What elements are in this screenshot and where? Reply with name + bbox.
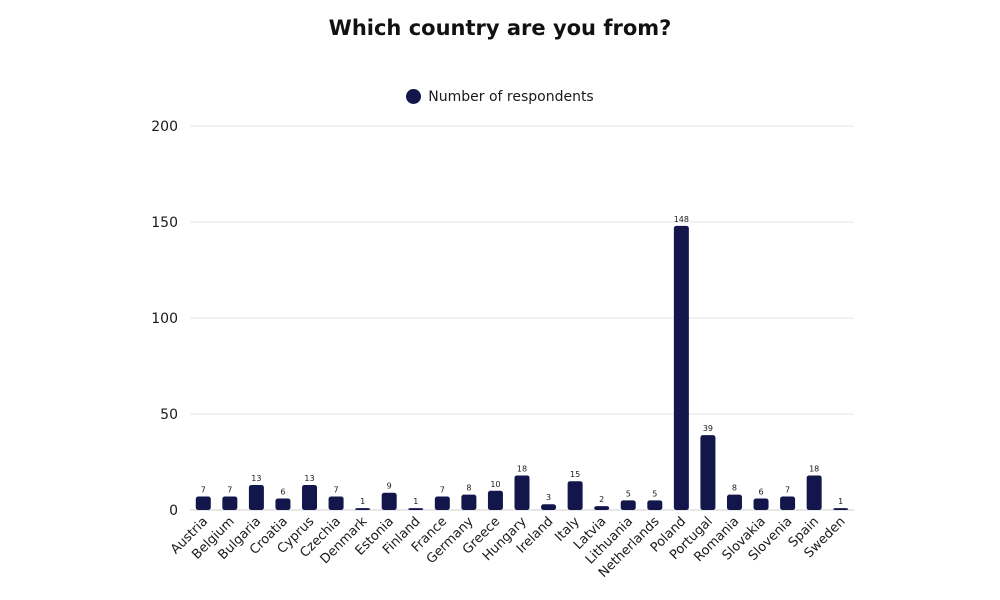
data-label: 6 bbox=[280, 487, 285, 496]
data-label: 7 bbox=[334, 486, 339, 495]
data-label: 5 bbox=[652, 489, 657, 498]
data-label: 18 bbox=[517, 464, 527, 473]
y-tick-label: 200 bbox=[151, 119, 178, 135]
y-axis-ticks: 0 50 100 150 200 bbox=[151, 119, 178, 519]
data-label: 5 bbox=[626, 489, 631, 498]
y-tick-label: 50 bbox=[160, 407, 178, 423]
legend-label: Number of respondents bbox=[428, 89, 594, 105]
bar bbox=[355, 508, 371, 510]
bar bbox=[195, 496, 211, 510]
bar bbox=[248, 485, 264, 510]
bar bbox=[833, 508, 849, 510]
bar bbox=[302, 485, 318, 510]
data-label: 7 bbox=[227, 486, 232, 495]
data-label: 148 bbox=[674, 215, 689, 224]
bar bbox=[328, 496, 344, 510]
data-label: 6 bbox=[758, 487, 763, 496]
bar bbox=[434, 496, 450, 510]
data-label: 1 bbox=[360, 497, 365, 506]
bar bbox=[594, 506, 610, 510]
bar bbox=[487, 490, 503, 510]
bar bbox=[620, 500, 636, 510]
bar bbox=[461, 494, 477, 510]
chart-title: Which country are you from? bbox=[328, 16, 672, 40]
data-label: 13 bbox=[251, 474, 261, 483]
data-label: 3 bbox=[546, 493, 551, 502]
data-label: 7 bbox=[785, 486, 790, 495]
bar bbox=[514, 475, 530, 510]
bar bbox=[541, 504, 557, 510]
y-tick-label: 150 bbox=[151, 215, 178, 231]
bar bbox=[780, 496, 796, 510]
bar bbox=[408, 508, 424, 510]
bar bbox=[567, 481, 583, 510]
bar bbox=[275, 498, 291, 510]
bar bbox=[806, 475, 822, 510]
bars bbox=[195, 225, 849, 510]
y-tick-label: 100 bbox=[151, 311, 178, 327]
y-tick-label: 0 bbox=[169, 503, 178, 519]
data-label: 9 bbox=[387, 482, 392, 491]
data-label: 13 bbox=[304, 474, 314, 483]
data-label: 8 bbox=[466, 484, 471, 493]
data-label: 10 bbox=[490, 480, 500, 489]
bar bbox=[753, 498, 769, 510]
data-label: 7 bbox=[440, 486, 445, 495]
data-label: 15 bbox=[570, 470, 580, 479]
legend-swatch-icon bbox=[406, 89, 422, 104]
data-label: 18 bbox=[809, 464, 819, 473]
chart-legend: Number of respondents bbox=[0, 89, 1000, 105]
bar bbox=[381, 492, 397, 510]
grid-lines bbox=[190, 125, 854, 511]
bar bbox=[647, 500, 663, 510]
data-label: 7 bbox=[201, 486, 206, 495]
bar bbox=[673, 225, 689, 510]
data-label: 8 bbox=[732, 484, 737, 493]
bar bbox=[222, 496, 238, 510]
data-label: 39 bbox=[703, 424, 713, 433]
bar bbox=[726, 494, 742, 510]
data-label: 2 bbox=[599, 495, 604, 504]
data-label: 1 bbox=[838, 497, 843, 506]
x-axis-ticks: AustriaBelgiumBulgariaCroatiaCyprusCzech… bbox=[168, 514, 849, 581]
data-label: 1 bbox=[413, 497, 418, 506]
bar bbox=[700, 435, 716, 510]
